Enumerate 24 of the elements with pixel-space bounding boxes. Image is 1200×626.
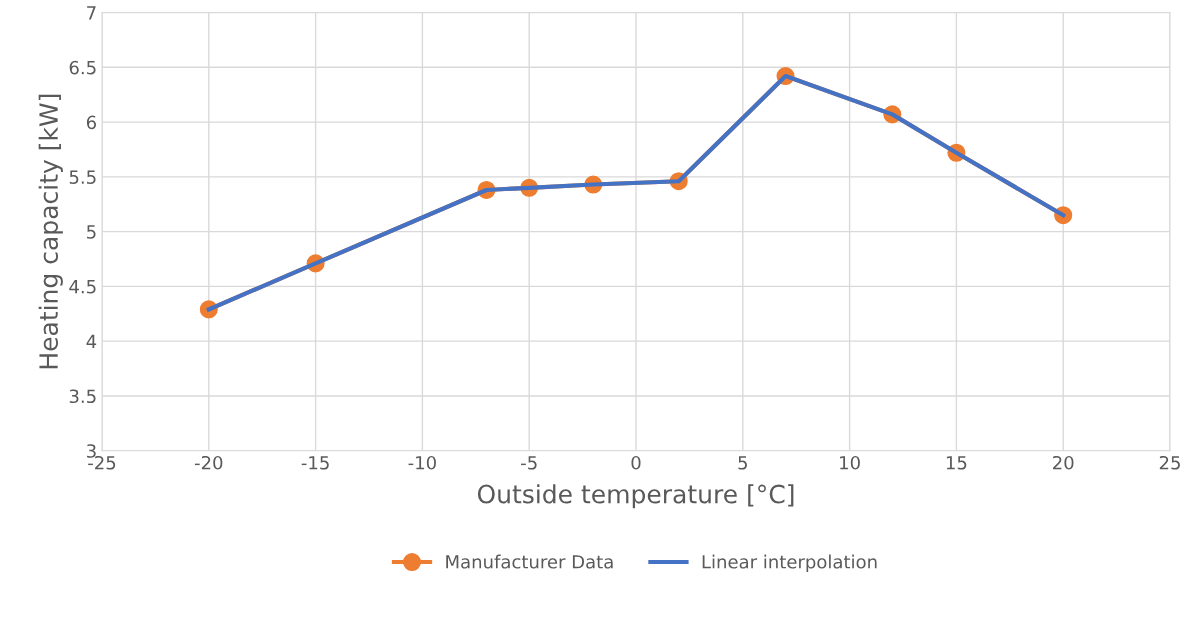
y-tick-label: 5 [87, 225, 96, 239]
y-tick-label: 6 [86, 115, 96, 130]
y-tick-label: 5.5 [69, 170, 96, 184]
y-tick-label: 3.5 [69, 389, 96, 404]
y-tick-label: 3 [87, 444, 96, 458]
x-tick-label: 5 [738, 456, 747, 470]
legend-label: Manufacturer Data [446, 554, 613, 569]
y-tick-label: 4 [86, 334, 97, 349]
y-tick-label: 4.5 [69, 280, 96, 294]
x-tick-label: -25 [88, 455, 116, 470]
x-tick-label: -5 [521, 456, 537, 470]
x-tick-label: -15 [301, 456, 329, 470]
x-axis-title: Outside temperature [°C] [477, 484, 794, 509]
x-tick-label: 10 [840, 455, 860, 470]
x-tick-label: 15 [946, 456, 967, 470]
x-tick-label: -10 [408, 455, 436, 470]
y-tick-label: 6.5 [69, 60, 96, 75]
y-tick-label: 7 [87, 6, 96, 20]
legend-label: Linear interpolation [702, 554, 877, 573]
x-tick-label: 20 [1053, 455, 1074, 470]
x-tick-label: 25 [1159, 455, 1180, 470]
y-axis-title: Heating capacity [kW] [38, 94, 63, 369]
x-tick-label: 0 [631, 455, 641, 470]
x-tick-label: -20 [194, 455, 223, 470]
